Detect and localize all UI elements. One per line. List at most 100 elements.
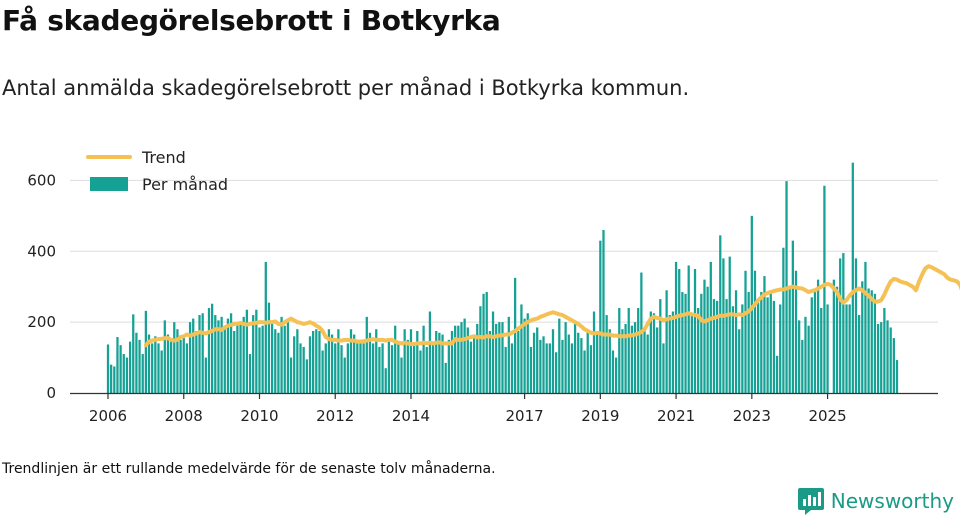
bar bbox=[570, 343, 574, 393]
y-tick-label: 0 bbox=[46, 384, 56, 402]
legend-bar-swatch bbox=[90, 177, 128, 191]
bar bbox=[245, 309, 248, 393]
bar bbox=[567, 334, 570, 393]
bar bbox=[422, 325, 425, 393]
bar bbox=[712, 299, 716, 393]
bar bbox=[447, 339, 450, 393]
bar bbox=[163, 320, 166, 393]
bar bbox=[816, 279, 820, 393]
bar bbox=[106, 344, 110, 393]
bar bbox=[160, 350, 163, 393]
bar bbox=[715, 300, 719, 393]
bar bbox=[769, 290, 772, 393]
bar bbox=[539, 339, 542, 393]
bar bbox=[782, 247, 785, 393]
bar bbox=[330, 334, 334, 393]
chart: 0 200 400 600 2006 2008 2010 2012 2014 2017 2019 20… bbox=[27, 148, 960, 425]
bar bbox=[889, 327, 892, 393]
bar bbox=[289, 357, 293, 393]
bar bbox=[693, 269, 697, 393]
bar bbox=[371, 343, 375, 393]
bar bbox=[242, 316, 245, 393]
newsworthy-logo-icon bbox=[797, 488, 824, 515]
bar bbox=[738, 329, 741, 393]
bar bbox=[116, 337, 119, 393]
bar bbox=[605, 315, 608, 393]
bar bbox=[264, 261, 267, 393]
bar bbox=[229, 313, 233, 393]
bar bbox=[122, 354, 125, 393]
bar bbox=[261, 325, 264, 393]
bar bbox=[394, 325, 397, 393]
bar bbox=[252, 315, 255, 393]
bar bbox=[305, 359, 308, 393]
bar bbox=[886, 320, 889, 393]
bar bbox=[659, 299, 662, 393]
bar bbox=[757, 302, 760, 393]
bar bbox=[513, 277, 517, 393]
bar bbox=[457, 325, 460, 393]
bar bbox=[649, 311, 652, 393]
bar bbox=[296, 329, 299, 393]
bar bbox=[217, 320, 220, 393]
bar bbox=[188, 322, 192, 393]
bar bbox=[861, 281, 864, 393]
bar bbox=[810, 297, 813, 393]
bar bbox=[596, 332, 599, 393]
bar bbox=[857, 315, 861, 393]
bar bbox=[233, 331, 236, 393]
bar bbox=[592, 311, 596, 393]
bar bbox=[798, 320, 801, 393]
bar bbox=[277, 332, 280, 393]
bar bbox=[491, 311, 495, 393]
bar bbox=[794, 270, 798, 393]
bar bbox=[652, 313, 656, 393]
bar bbox=[390, 345, 394, 393]
bar bbox=[709, 261, 712, 393]
bar bbox=[750, 215, 753, 393]
bar bbox=[577, 332, 580, 393]
bar bbox=[416, 331, 419, 393]
bar bbox=[185, 343, 189, 393]
bar bbox=[476, 323, 479, 393]
bar bbox=[697, 307, 700, 393]
bar bbox=[315, 329, 318, 393]
bar bbox=[832, 279, 836, 393]
legend-trend-label: Trend bbox=[141, 148, 186, 167]
footnote: Trendlinjen är ett rullande medelvärde f… bbox=[2, 461, 496, 477]
x-tick-label: 2014 bbox=[392, 407, 430, 425]
bar bbox=[510, 343, 514, 393]
bar bbox=[722, 258, 725, 393]
y-tick-label: 200 bbox=[27, 313, 56, 331]
brand-name: Newsworthy bbox=[830, 489, 954, 513]
x-tick-label: 2019 bbox=[581, 407, 619, 425]
bar bbox=[113, 366, 116, 393]
bar bbox=[488, 331, 492, 393]
x-tick-label: 2012 bbox=[316, 407, 354, 425]
bar bbox=[864, 261, 867, 393]
x-tick-label: 2023 bbox=[733, 407, 771, 425]
bar bbox=[820, 307, 823, 393]
trend-line bbox=[143, 264, 960, 348]
bar bbox=[842, 253, 845, 393]
bar bbox=[378, 346, 381, 393]
bar bbox=[839, 258, 842, 393]
bar bbox=[387, 339, 391, 393]
bar bbox=[327, 329, 331, 393]
bar bbox=[207, 307, 211, 393]
bar bbox=[283, 325, 286, 393]
bar bbox=[772, 300, 776, 393]
bar bbox=[564, 322, 567, 393]
bar bbox=[267, 302, 271, 393]
bar bbox=[873, 293, 877, 393]
bar bbox=[220, 316, 223, 393]
bar bbox=[151, 343, 154, 393]
brand: Newsworthy bbox=[797, 486, 954, 516]
bar bbox=[239, 323, 242, 393]
bar bbox=[744, 270, 747, 393]
axes: 0 200 400 600 2006 2008 2010 2012 2014 2017 2019 20… bbox=[27, 171, 938, 425]
bar bbox=[472, 334, 476, 393]
bar bbox=[662, 343, 665, 393]
bar bbox=[880, 322, 883, 393]
bar bbox=[132, 314, 135, 393]
